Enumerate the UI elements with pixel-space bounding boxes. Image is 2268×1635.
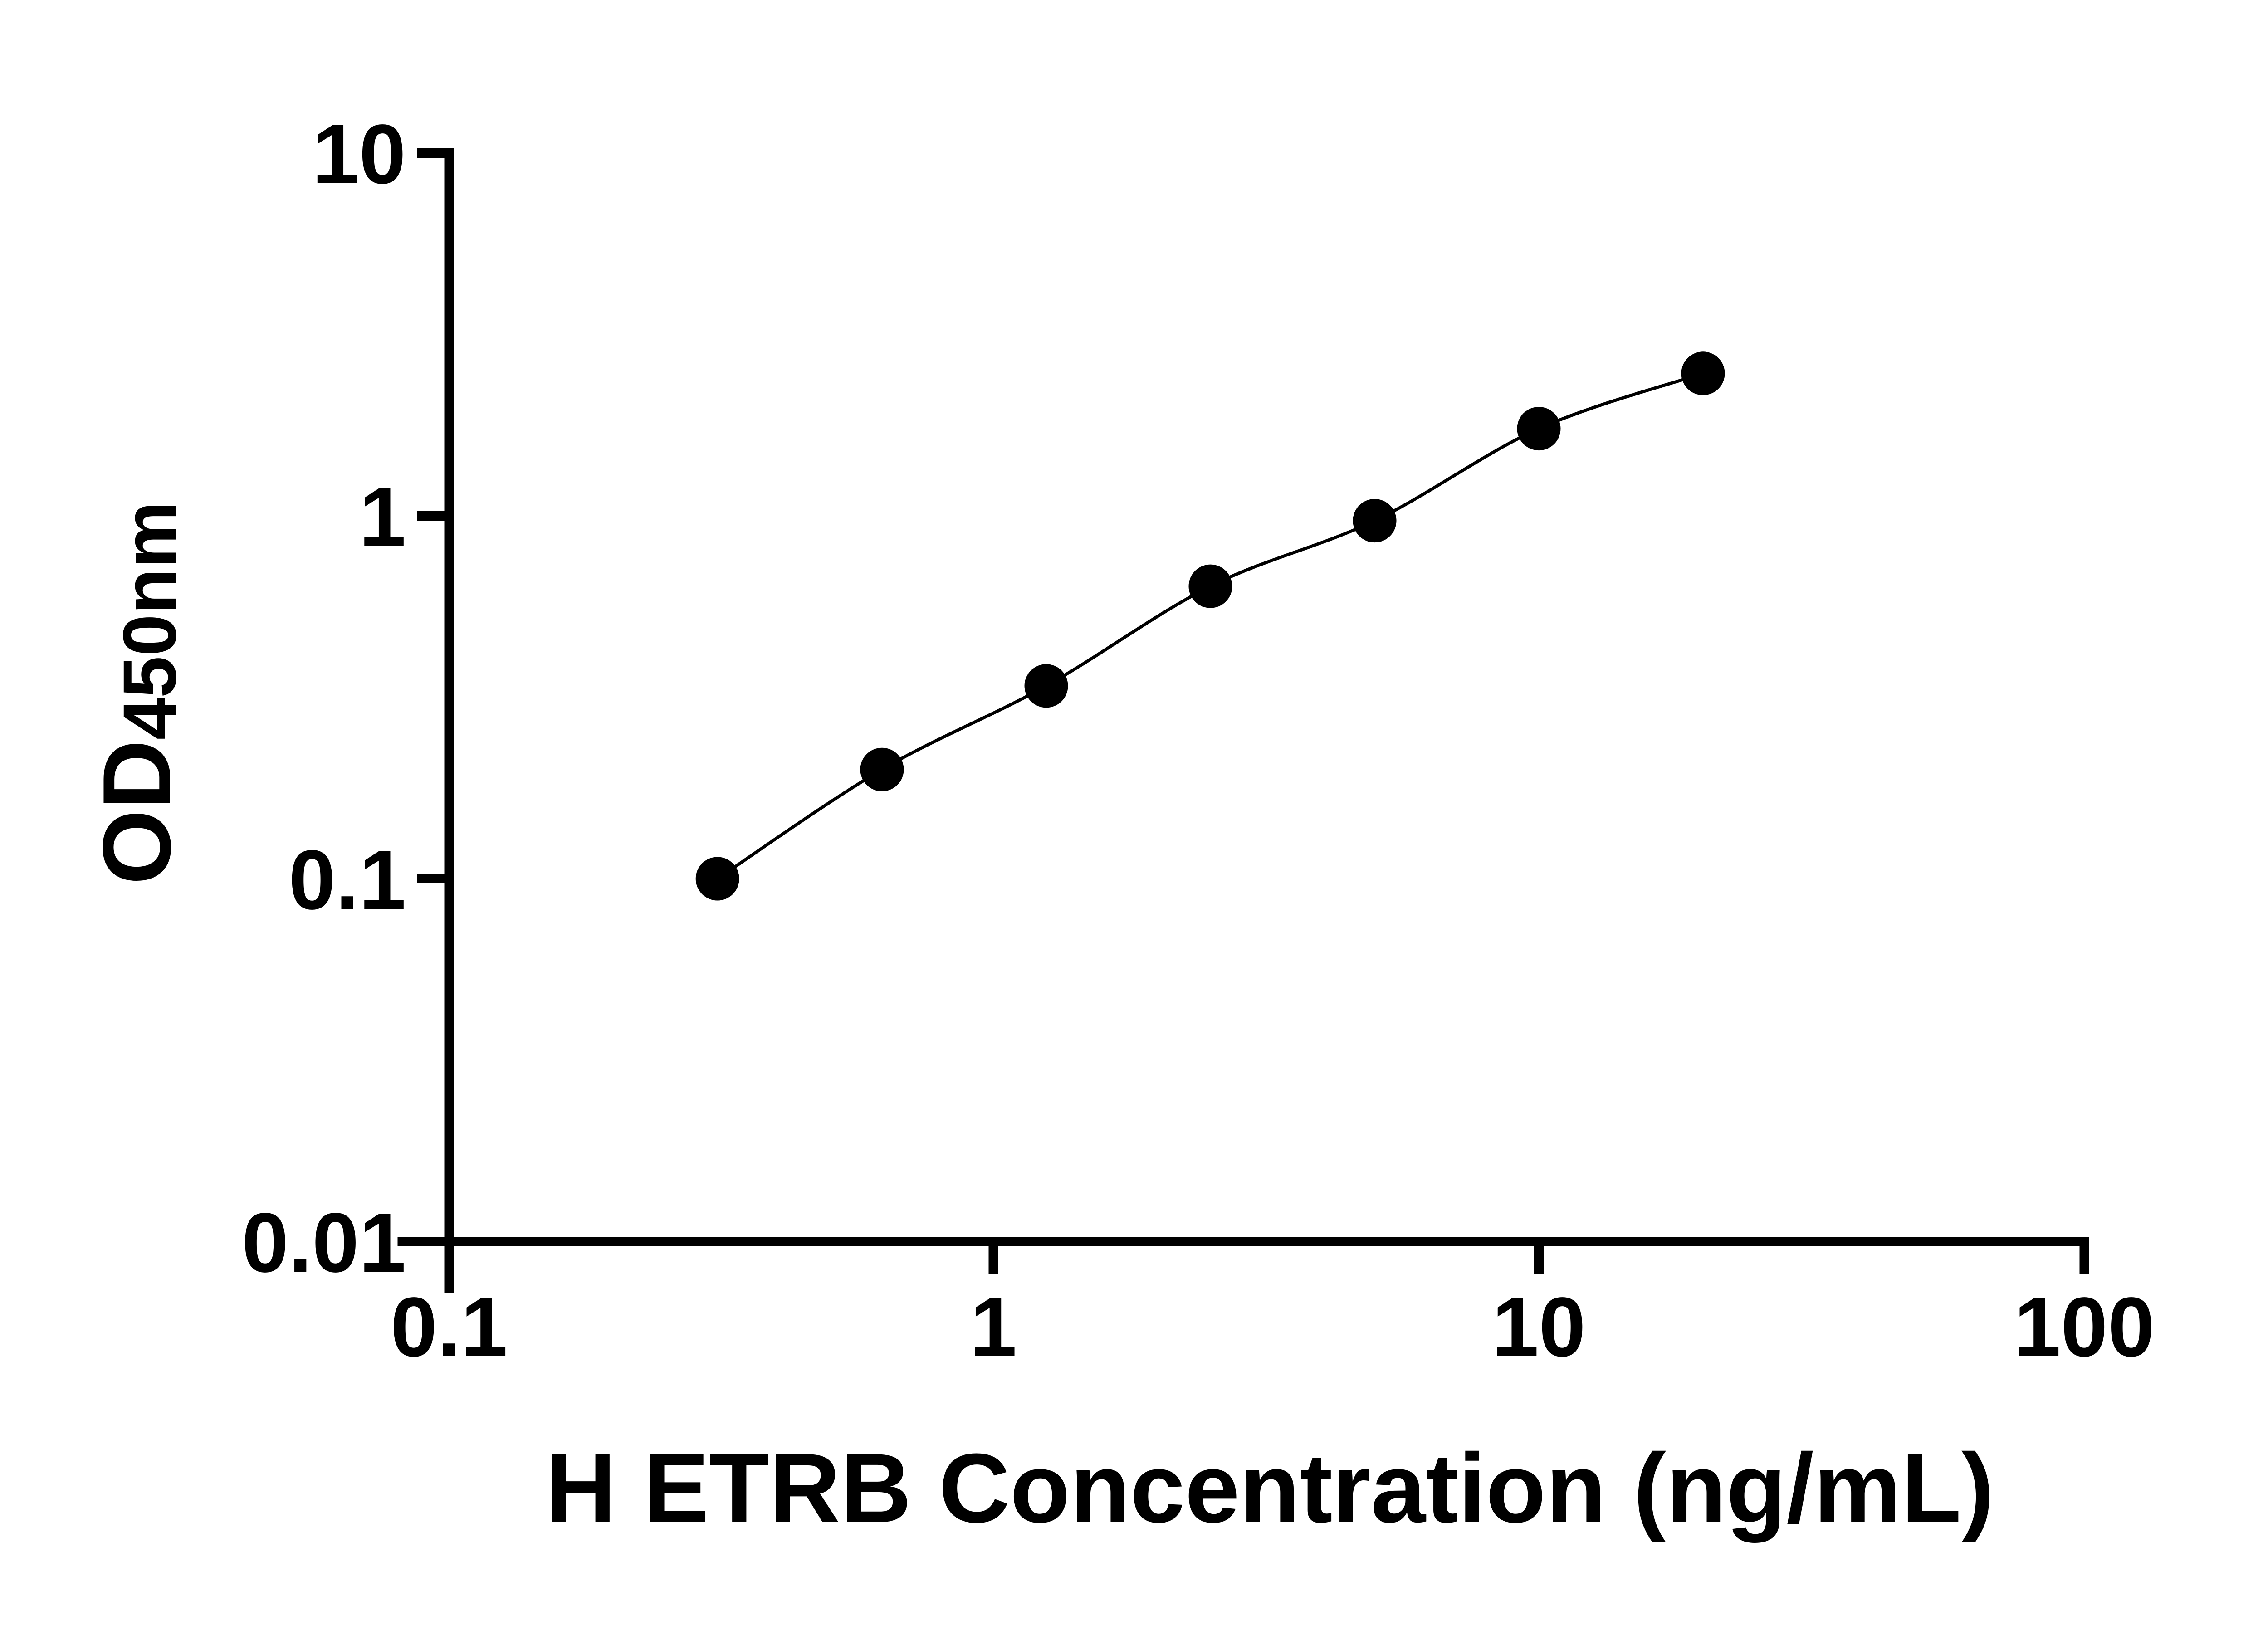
svg-text:0.1: 0.1 — [391, 1280, 508, 1374]
svg-text:0.1: 0.1 — [288, 833, 406, 927]
svg-text:0.01: 0.01 — [242, 1196, 406, 1290]
svg-text:10: 10 — [1492, 1280, 1586, 1374]
svg-text:1: 1 — [359, 470, 406, 564]
svg-text:100: 100 — [2014, 1280, 2155, 1374]
svg-text:H ETRB Concentration (ng/mL): H ETRB Concentration (ng/mL) — [545, 1433, 1994, 1543]
svg-text:10: 10 — [312, 107, 406, 201]
svg-text:1: 1 — [970, 1280, 1017, 1374]
